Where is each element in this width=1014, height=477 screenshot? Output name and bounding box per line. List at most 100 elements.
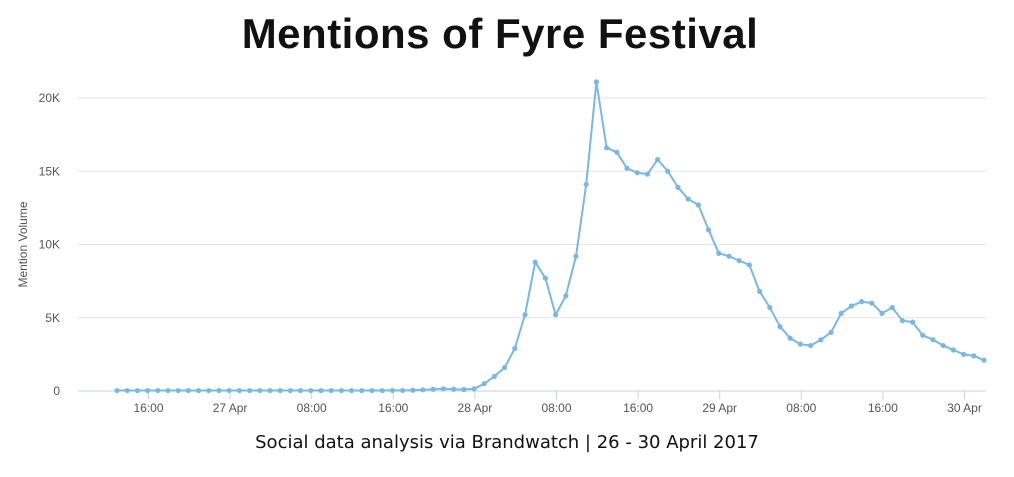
data-point xyxy=(206,387,212,394)
data-point xyxy=(981,357,987,363)
data-point xyxy=(247,387,253,394)
x-tick-label: 16:00 xyxy=(868,401,898,415)
data-point xyxy=(634,170,640,176)
data-point xyxy=(604,145,610,151)
data-point xyxy=(797,341,804,347)
data-point xyxy=(328,387,334,394)
data-point xyxy=(298,387,304,394)
data-point xyxy=(522,312,528,318)
data-point xyxy=(124,387,130,394)
data-point xyxy=(859,299,865,305)
data-point xyxy=(236,387,242,394)
y-tick-label: 10K xyxy=(39,238,60,252)
y-tick-label: 20K xyxy=(39,91,60,105)
x-tick-label: 08:00 xyxy=(541,401,571,415)
data-point xyxy=(695,202,702,208)
x-tick-label: 16:00 xyxy=(623,401,653,415)
data-point xyxy=(420,387,426,393)
data-point xyxy=(716,250,722,256)
x-tick-label: 16:00 xyxy=(133,401,163,415)
data-point xyxy=(808,342,814,349)
data-point xyxy=(359,387,365,394)
data-point xyxy=(563,293,569,299)
data-point xyxy=(757,288,763,294)
axes: 0 5K 10K 15K 20K 16:00 27 Apr 08:00 16:00 28 Apr 0… xyxy=(16,91,986,415)
data-point xyxy=(899,318,906,324)
data-point xyxy=(838,310,844,316)
data-point xyxy=(134,387,140,394)
data-point xyxy=(481,381,487,387)
data-point xyxy=(767,304,773,311)
data-point xyxy=(655,156,661,163)
data-point xyxy=(848,303,855,309)
data-point xyxy=(318,387,324,394)
x-tick-label: 08:00 xyxy=(297,401,327,415)
data-point xyxy=(308,387,314,394)
data-point xyxy=(940,342,946,349)
chart-caption: Social data analysis via Brandwatch | 26… xyxy=(255,432,759,453)
data-point xyxy=(145,387,151,394)
data-point xyxy=(277,387,283,394)
x-tick-label: 27 Apr xyxy=(213,401,248,415)
data-point xyxy=(532,259,538,265)
y-tick-label: 15K xyxy=(39,164,60,178)
data-point xyxy=(593,79,600,85)
data-point xyxy=(379,387,385,394)
data-point xyxy=(114,387,120,394)
data-point xyxy=(930,337,936,343)
data-point xyxy=(491,373,497,379)
y-tick-label: 5K xyxy=(45,311,60,325)
series-path xyxy=(117,80,985,392)
data-point xyxy=(614,149,620,155)
data-point xyxy=(502,364,508,371)
data-point xyxy=(440,386,446,392)
data-point xyxy=(430,386,436,392)
data-point xyxy=(879,310,885,316)
data-point xyxy=(736,258,742,264)
data-point xyxy=(196,387,202,394)
data-point xyxy=(787,335,793,341)
x-tick-label: 29 Apr xyxy=(702,401,737,415)
data-point xyxy=(777,323,783,330)
data-point xyxy=(155,387,161,394)
data-point xyxy=(553,312,559,318)
data-point xyxy=(226,387,232,394)
data-point xyxy=(726,253,732,259)
data-point xyxy=(216,387,222,394)
y-tick-label: 0 xyxy=(53,384,60,398)
data-point xyxy=(175,387,181,394)
data-point xyxy=(950,347,957,353)
data-point xyxy=(349,387,355,394)
data-point xyxy=(706,227,712,233)
data-point xyxy=(512,345,518,352)
data-point xyxy=(675,184,681,190)
data-point xyxy=(624,165,630,171)
data-point xyxy=(461,386,467,393)
data-point xyxy=(410,387,416,393)
data-point xyxy=(573,253,579,259)
data-point xyxy=(583,181,589,188)
x-tick-label: 16:00 xyxy=(378,401,408,415)
data-point xyxy=(338,387,344,394)
data-point xyxy=(828,329,834,335)
x-tick-label: 28 Apr xyxy=(458,401,493,415)
data-point xyxy=(685,196,691,202)
data-point xyxy=(257,387,263,394)
grid-lines xyxy=(78,97,986,319)
data-point xyxy=(369,387,375,394)
series-line xyxy=(114,79,987,394)
data-point xyxy=(267,387,273,394)
y-axis-label: Mention Volume xyxy=(16,201,30,287)
line-chart: 0 5K 10K 15K 20K 16:00 27 Apr 08:00 16:00 28 Apr 0… xyxy=(16,79,987,415)
x-tick-label: 30 Apr xyxy=(947,401,982,415)
data-point xyxy=(287,387,293,394)
data-point xyxy=(185,387,191,394)
data-point xyxy=(818,337,824,343)
data-point xyxy=(165,387,171,394)
data-point xyxy=(471,386,477,392)
data-point xyxy=(869,300,875,306)
data-point xyxy=(920,332,926,338)
data-point xyxy=(400,387,406,394)
data-point xyxy=(389,387,395,394)
chart-title: Mentions of Fyre Festival xyxy=(241,10,759,57)
